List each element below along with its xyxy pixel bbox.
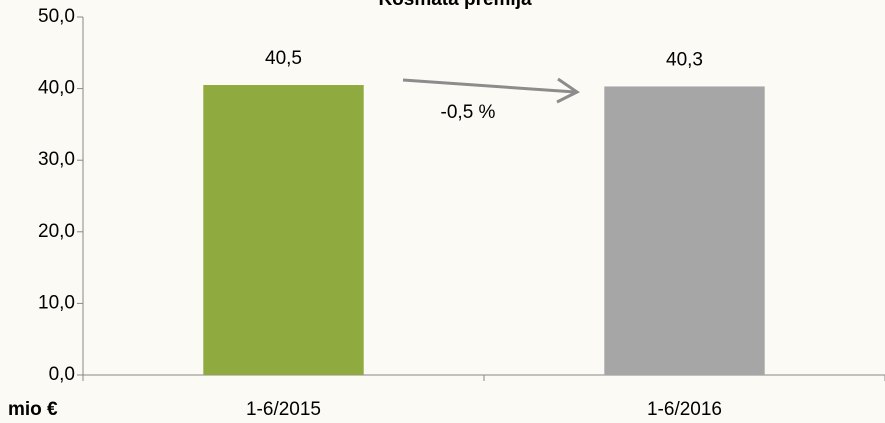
y-tick-label: 30,0 <box>38 149 75 170</box>
y-tick-label: 10,0 <box>38 292 75 313</box>
data-label: 40,5 <box>265 48 302 69</box>
y-tick-label: 40,0 <box>38 78 75 99</box>
arrow <box>402 78 576 94</box>
arrow-head <box>556 77 580 104</box>
y-tick-label: 50,0 <box>38 6 75 27</box>
x-tick-label: 1-6/2016 <box>647 399 722 420</box>
y-axis-label: mio € <box>8 399 58 420</box>
chart-title: Kosmata premija <box>378 0 532 10</box>
bar <box>203 85 364 376</box>
annotation: -0,5 % <box>441 102 496 123</box>
y-tick-label: 0,0 <box>49 364 75 385</box>
x-tick-label: 1-6/2015 <box>246 399 321 420</box>
data-label: 40,3 <box>666 49 703 70</box>
y-tick-label: 20,0 <box>38 221 75 242</box>
bar <box>604 86 765 376</box>
